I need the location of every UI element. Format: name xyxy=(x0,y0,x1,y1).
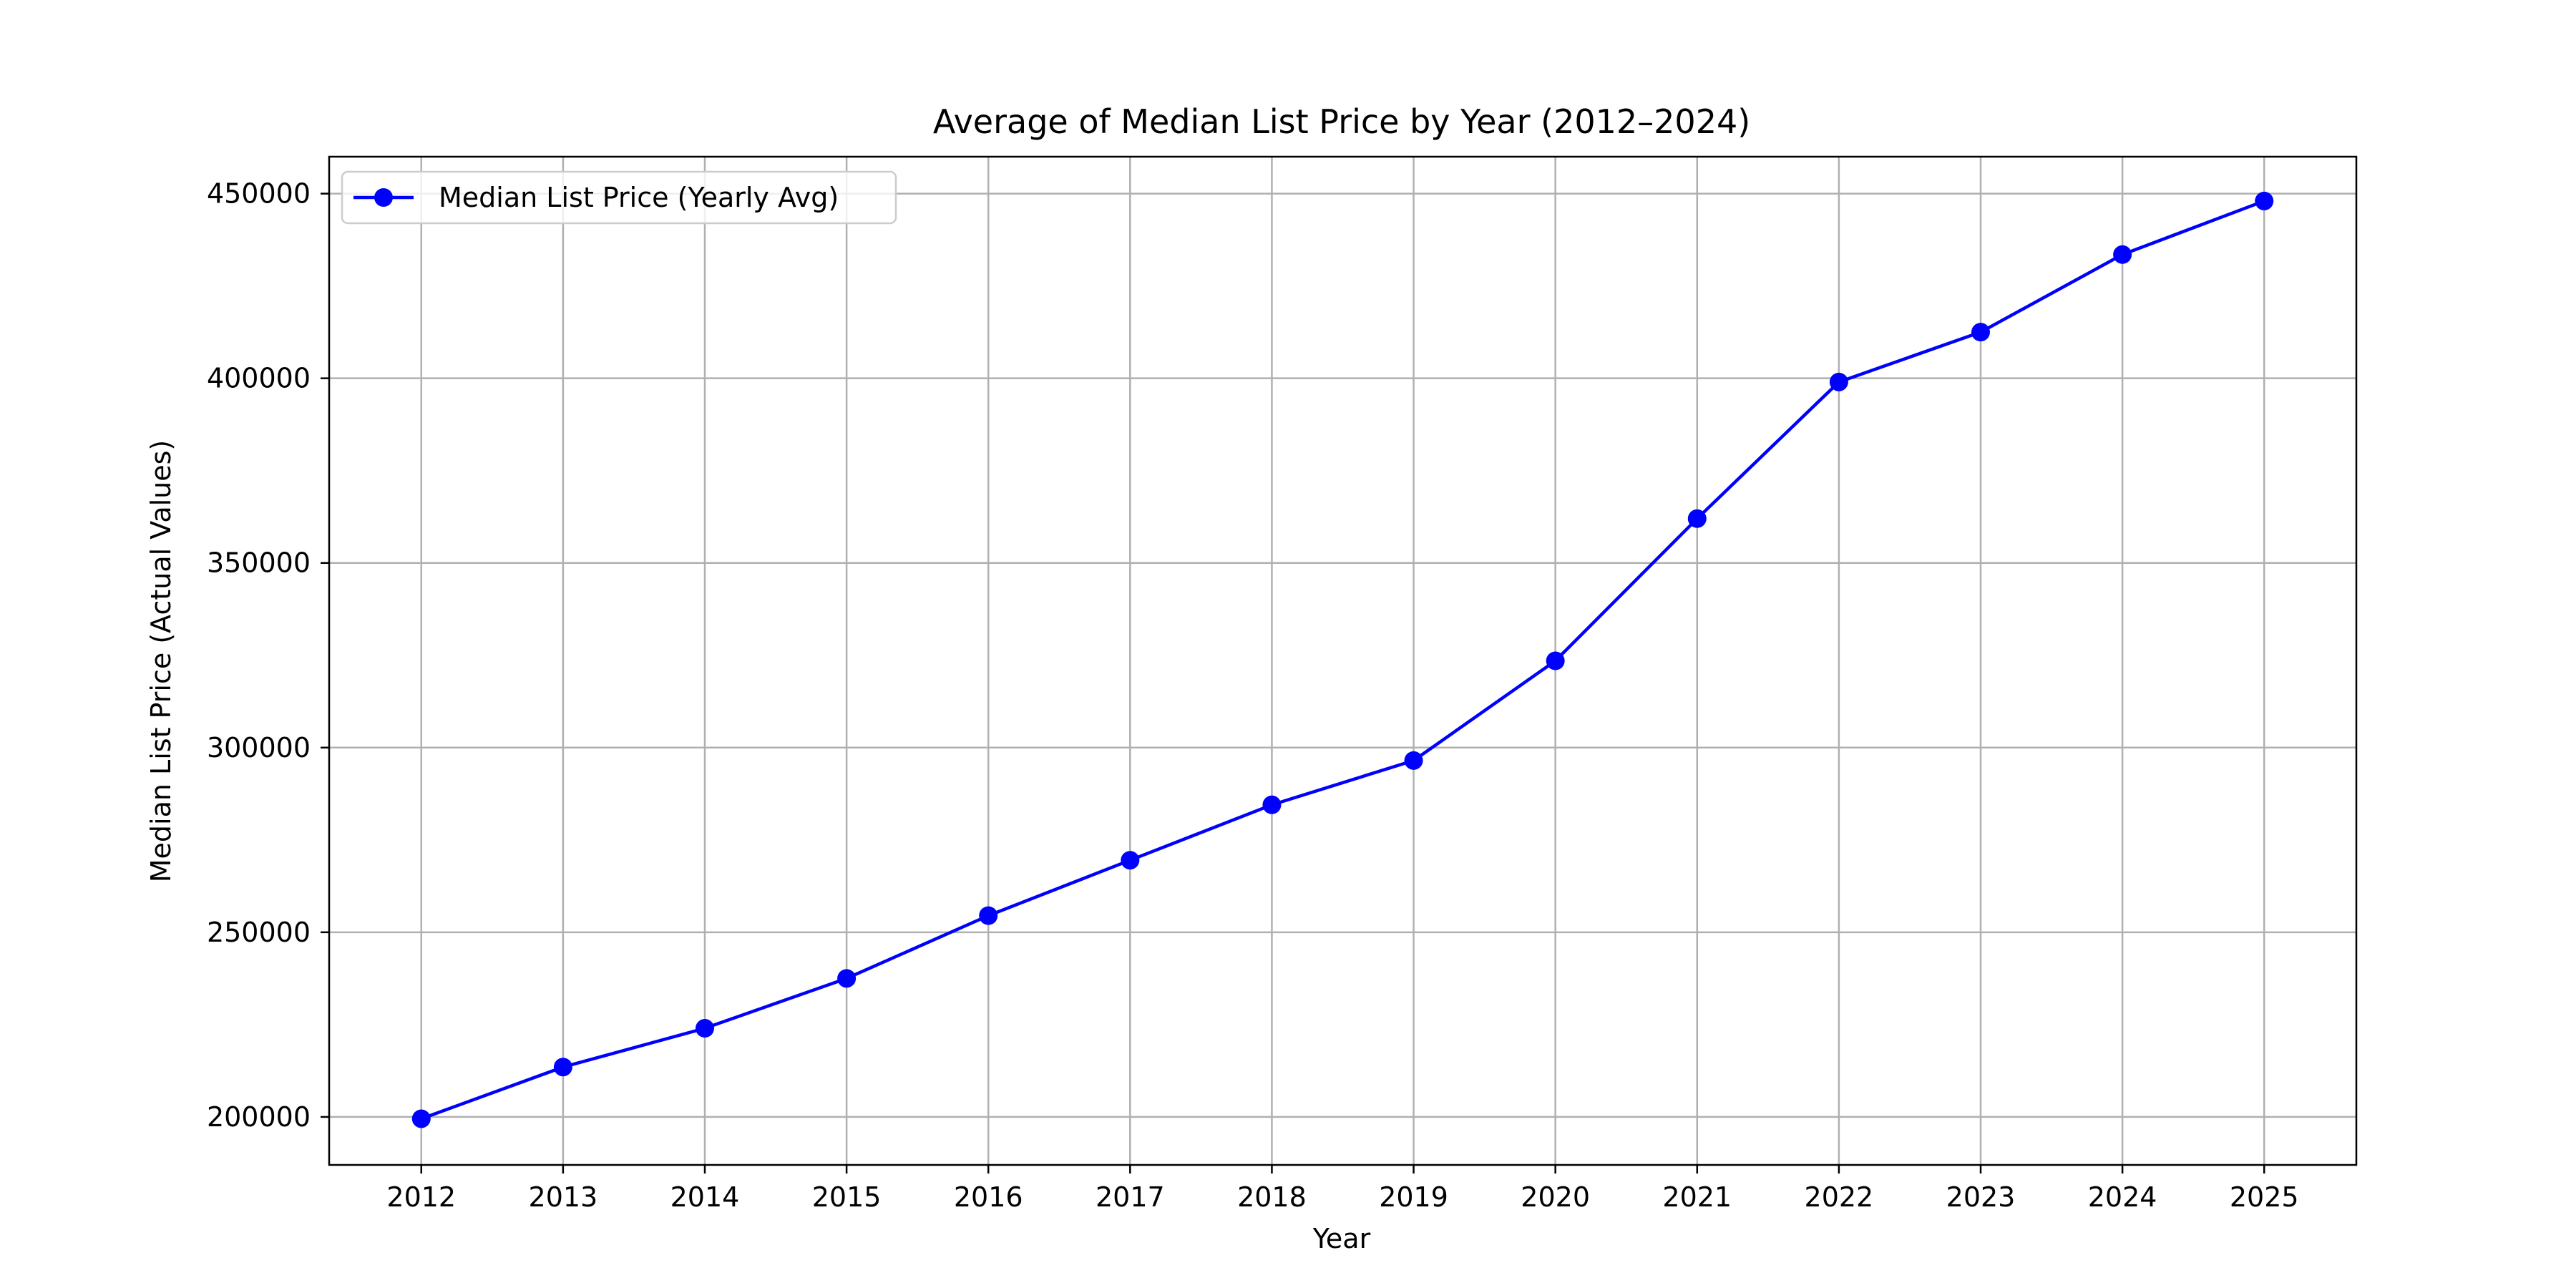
y-tick-label: 400000 xyxy=(207,363,311,394)
data-point-marker xyxy=(1262,795,1282,814)
y-axis-label: Median List Price (Actual Values) xyxy=(145,440,177,883)
data-point-marker xyxy=(1971,323,1991,342)
data-point-marker xyxy=(695,1019,714,1038)
legend-box xyxy=(341,170,897,225)
x-tick-label: 2016 xyxy=(954,1181,1023,1213)
x-tick-label: 2014 xyxy=(670,1181,740,1213)
x-tick-label: 2021 xyxy=(1662,1181,1732,1213)
x-tick-label: 2012 xyxy=(386,1181,456,1213)
y-axis-ticks: 200000 250000 300000 350000 400000 450000 xyxy=(207,178,329,1133)
data-point-marker xyxy=(1829,372,1848,391)
y-tick-label: 200000 xyxy=(207,1101,311,1133)
x-axis-ticks: 2012 2013 2014 2015 2016 2017 2018 2019 2020 2021… xyxy=(386,1165,2299,1213)
data-point-marker xyxy=(1121,851,1140,870)
data-point-marker xyxy=(2113,245,2132,264)
x-tick-label: 2019 xyxy=(1379,1181,1448,1213)
y-tick-label: 450000 xyxy=(207,178,311,210)
legend: Median List Price (Yearly Avg) xyxy=(341,170,897,225)
x-tick-label: 2022 xyxy=(1805,1181,1874,1213)
x-tick-label: 2018 xyxy=(1237,1181,1307,1213)
x-tick-label: 2020 xyxy=(1521,1181,1590,1213)
y-tick-label: 250000 xyxy=(207,917,311,948)
grid xyxy=(329,157,2356,1165)
data-point-marker xyxy=(1404,751,1423,770)
y-tick-label: 300000 xyxy=(207,732,311,763)
x-axis-label: Year xyxy=(1312,1223,1371,1254)
data-point-marker xyxy=(2255,191,2274,210)
y-tick-label: 350000 xyxy=(207,547,311,579)
x-tick-label: 2015 xyxy=(812,1181,882,1213)
plot-frame xyxy=(328,155,2358,1166)
x-tick-label: 2024 xyxy=(2088,1181,2157,1213)
data-point-marker xyxy=(1687,509,1707,528)
series-line xyxy=(421,199,2265,1121)
data-point-marker xyxy=(553,1058,572,1077)
legend-marker-swatch xyxy=(374,188,393,207)
x-tick-label: 2023 xyxy=(1946,1181,2016,1213)
legend-entry-label: Median List Price (Yearly Avg) xyxy=(439,182,839,213)
x-tick-label: 2017 xyxy=(1096,1181,1165,1213)
data-point-marker xyxy=(411,1109,431,1128)
x-tick-label: 2013 xyxy=(529,1181,598,1213)
data-point-marker xyxy=(837,969,857,988)
data-point-marker xyxy=(979,906,998,925)
x-tick-label: 2025 xyxy=(2230,1181,2299,1213)
chart-title: Average of Median List Price by Year (20… xyxy=(933,102,1750,141)
data-point-marker xyxy=(1546,651,1565,670)
series-layer xyxy=(411,191,2274,1128)
